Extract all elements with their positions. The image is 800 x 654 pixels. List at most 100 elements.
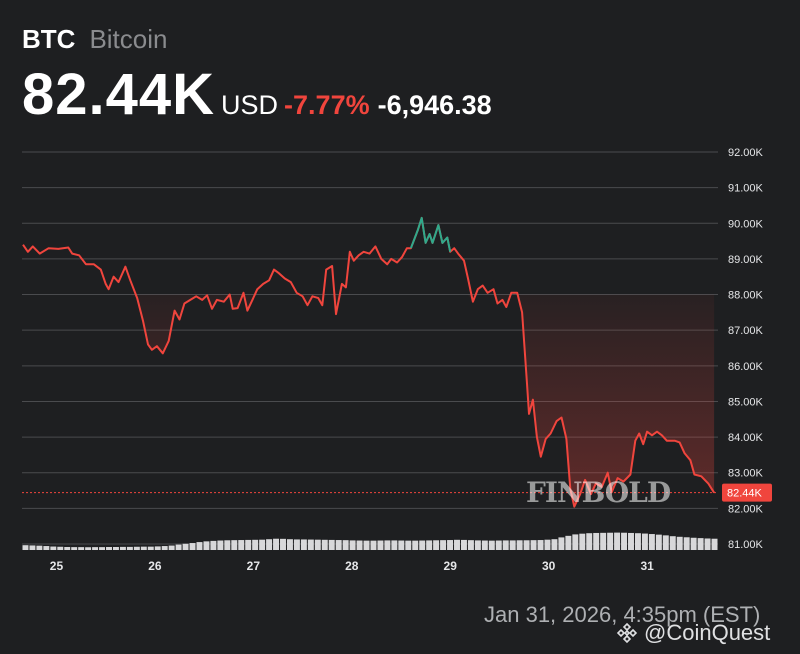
volume-bar bbox=[551, 539, 558, 550]
volume-bar bbox=[168, 545, 175, 550]
x-tick-label: 29 bbox=[444, 559, 458, 573]
volume-bar bbox=[314, 539, 321, 550]
volume-bar bbox=[704, 538, 711, 550]
volume-bar bbox=[523, 540, 530, 550]
volume-bar bbox=[634, 533, 641, 550]
volume-bar bbox=[252, 539, 259, 550]
volume-bar bbox=[628, 532, 634, 550]
volume-bar bbox=[447, 540, 454, 550]
volume-bar bbox=[210, 540, 217, 550]
volume-bar bbox=[460, 539, 467, 550]
brand-credit: @CoinQuest bbox=[616, 620, 770, 646]
volume-bar bbox=[544, 539, 551, 550]
volume-bar bbox=[175, 544, 182, 550]
price-row: 82.44K USD -7.77% -6,946.38 bbox=[22, 61, 492, 128]
volume-bar bbox=[384, 540, 391, 550]
volume-bar bbox=[481, 540, 488, 550]
volume-bar bbox=[300, 539, 307, 550]
volume-bar bbox=[419, 540, 426, 550]
volume-bar bbox=[697, 538, 704, 550]
coinquest-logo-icon bbox=[616, 622, 638, 644]
volume-bar bbox=[286, 539, 293, 550]
volume-bar bbox=[530, 540, 537, 550]
volume-bar bbox=[433, 540, 440, 550]
volume-bar bbox=[537, 540, 544, 550]
volume-bar bbox=[648, 534, 655, 550]
timestamp: Jan 31, 2026, 4:35pm (EST) bbox=[484, 602, 761, 627]
volume-bar bbox=[454, 539, 460, 550]
volume-bar bbox=[335, 540, 342, 550]
volume-bar bbox=[440, 540, 447, 550]
y-tick-label: 91.00K bbox=[728, 183, 764, 195]
volume-bar bbox=[119, 546, 126, 550]
y-tick-label: 81.00K bbox=[728, 539, 764, 551]
change-percent: -7.77% bbox=[284, 90, 370, 120]
asset-name: Bitcoin bbox=[89, 24, 168, 54]
current-price: 82.44K bbox=[22, 62, 216, 127]
volume-bar bbox=[676, 536, 683, 550]
volume-bars bbox=[22, 532, 718, 550]
volume-bar bbox=[363, 540, 370, 550]
volume-bar bbox=[36, 545, 43, 550]
volume-bar bbox=[266, 539, 273, 550]
volume-bar bbox=[593, 532, 600, 550]
x-tick-label: 28 bbox=[345, 559, 359, 573]
volume-bar bbox=[112, 547, 119, 550]
y-tick-label: 85.00K bbox=[728, 396, 764, 408]
volume-bar bbox=[398, 540, 405, 550]
volume-bar bbox=[280, 538, 286, 550]
volume-bar bbox=[273, 538, 280, 550]
currency-label: USD bbox=[221, 90, 279, 120]
x-tick-label: 30 bbox=[542, 559, 556, 573]
x-axis-ticks: 25 26 27 28 29 30 31 bbox=[50, 559, 654, 573]
asset-row: BTC Bitcoin bbox=[22, 24, 492, 55]
volume-bar bbox=[683, 537, 690, 550]
volume-bar bbox=[92, 547, 99, 550]
volume-bar bbox=[669, 536, 676, 550]
volume-bar bbox=[85, 547, 92, 550]
volume-bar bbox=[126, 546, 133, 550]
finbold-watermark: FINBOLD bbox=[526, 476, 671, 509]
price-line bbox=[22, 216, 715, 508]
volume-bar bbox=[231, 540, 238, 550]
y-tick-label: 84.00K bbox=[728, 432, 764, 444]
volume-bar bbox=[78, 547, 85, 550]
volume-bar bbox=[377, 540, 384, 550]
volume-bar bbox=[426, 540, 433, 550]
volume-bar bbox=[217, 540, 224, 550]
volume-bar bbox=[391, 540, 398, 550]
volume-bar bbox=[509, 540, 516, 550]
volume-bar bbox=[711, 538, 718, 550]
volume-bar bbox=[64, 547, 71, 550]
volume-bar bbox=[370, 540, 377, 550]
y-tick-label: 87.00K bbox=[728, 325, 764, 337]
volume-bar bbox=[182, 543, 189, 550]
volume-bar bbox=[22, 545, 29, 550]
volume-bar bbox=[99, 547, 106, 550]
current-price-tag: 82.44K bbox=[722, 483, 772, 502]
volume-bar bbox=[43, 546, 50, 550]
volume-bar bbox=[516, 540, 523, 550]
volume-bar bbox=[259, 539, 266, 550]
volume-bar bbox=[474, 540, 481, 550]
volume-bar bbox=[586, 533, 593, 550]
volume-bar bbox=[106, 547, 112, 550]
volume-bar bbox=[307, 539, 314, 550]
y-tick-label: 89.00K bbox=[728, 254, 764, 266]
y-tick-label: 92.00K bbox=[728, 147, 764, 159]
asset-symbol: BTC bbox=[22, 24, 76, 54]
volume-bar bbox=[238, 540, 245, 550]
volume-bar bbox=[328, 539, 335, 550]
volume-bar bbox=[405, 540, 412, 550]
volume-bar bbox=[133, 546, 140, 550]
price-header: BTC Bitcoin 82.44K USD -7.77% -6,946.38 bbox=[22, 24, 492, 128]
volume-bar bbox=[600, 532, 607, 550]
volume-bar bbox=[662, 535, 669, 550]
volume-bar bbox=[607, 532, 614, 550]
volume-bar bbox=[565, 535, 572, 550]
volume-bar bbox=[467, 540, 474, 550]
volume-bar bbox=[349, 540, 356, 550]
x-tick-label: 27 bbox=[247, 559, 261, 573]
x-tick-label: 26 bbox=[148, 559, 162, 573]
volume-bar bbox=[412, 540, 419, 550]
